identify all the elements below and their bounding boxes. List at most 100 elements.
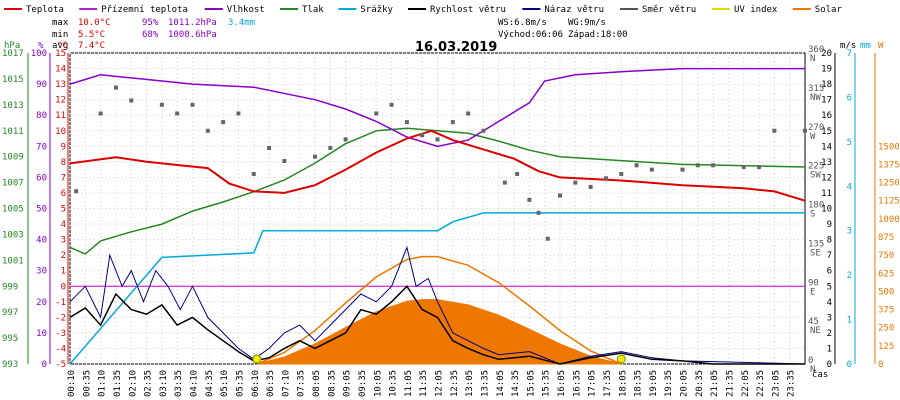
tick-rain: 4 <box>847 182 852 192</box>
x-tick-label: 05:10 <box>220 370 230 397</box>
tick-wind: 5 <box>827 282 832 292</box>
series-direction-point <box>113 85 118 90</box>
tick-rain: 0 <box>847 360 852 370</box>
tick-solar: 875 <box>878 233 894 243</box>
tick-wind: 20 <box>821 49 832 59</box>
tick-dir-lbl: NW <box>810 93 821 103</box>
x-tick-label: 15:05 <box>526 370 536 397</box>
x-tick-label: 02:35 <box>144 370 154 397</box>
tick-dir-lbl: S <box>810 210 815 220</box>
stat-sunrise: Východ:06:06 <box>498 30 563 40</box>
tick-solar: 0 <box>878 360 883 370</box>
legend-label: Srážky <box>360 5 393 15</box>
tick-dir-lbl: W <box>810 132 816 142</box>
tick-rain: 5 <box>847 138 852 148</box>
series-windspeed-line <box>69 285 805 365</box>
tick-temp: -1 <box>55 298 66 308</box>
stat-avg-temp: 7.4°C <box>78 41 105 51</box>
tick-rain: 3 <box>847 227 852 237</box>
tick-temp: -2 <box>55 313 66 323</box>
series-direction-point <box>267 146 272 151</box>
series-direction-point <box>515 171 520 176</box>
tick-rain: 6 <box>847 93 852 103</box>
tick-temp: 4 <box>61 220 66 230</box>
tick-press: 993 <box>2 360 18 370</box>
x-tick-label: 00:10 <box>67 370 77 397</box>
x-tick-label: 01:10 <box>98 370 108 397</box>
axis-unit-press: hPa <box>4 41 20 51</box>
tick-wind: 13 <box>821 158 832 168</box>
stat-max-hum: 95% <box>142 18 159 28</box>
x-tick-label: 04:35 <box>205 370 215 397</box>
tick-hum: 60 <box>36 173 47 183</box>
series-direction-point <box>313 154 317 159</box>
tick-solar: 625 <box>878 269 894 279</box>
x-tick-label: 20:05 <box>680 370 690 397</box>
x-tick-label: 06:35 <box>266 370 276 397</box>
series-direction-point <box>343 137 348 142</box>
tick-wind: 12 <box>821 173 832 183</box>
tick-press: 1017 <box>2 49 24 59</box>
tick-dir-deg: 0 <box>808 356 813 366</box>
series-direction-point <box>757 165 762 170</box>
series-direction-point <box>695 163 700 168</box>
x-tick-label: 13:05 <box>465 370 475 397</box>
legend-label: UV index <box>734 5 778 15</box>
x-tick-label: 22:35 <box>756 370 766 397</box>
series-direction-point <box>98 111 103 116</box>
tick-rain: 7 <box>847 49 852 59</box>
tick-press: 999 <box>2 282 18 292</box>
x-axis-title: čas <box>812 369 828 380</box>
x-tick-label: 17:35 <box>603 370 613 397</box>
x-tick-label: 00:35 <box>82 370 92 397</box>
x-tick-label: 03:35 <box>174 370 184 397</box>
x-tick-label: 08:35 <box>327 370 337 397</box>
tick-temp: 7 <box>61 173 66 183</box>
x-tick-label: 12:35 <box>450 370 460 397</box>
series-direction-point <box>328 146 333 151</box>
x-tick-label: 18:35 <box>634 370 644 397</box>
tick-dir-lbl: SE <box>810 248 821 258</box>
tick-hum: 90 <box>36 80 47 90</box>
series-direction-point <box>536 210 541 215</box>
stat-min-hum: 68% <box>142 30 159 40</box>
tick-hum: 40 <box>36 236 47 246</box>
tick-temp: 6 <box>61 189 66 199</box>
tick-wind: 10 <box>821 205 832 215</box>
tick-temp: 3 <box>61 236 66 246</box>
tick-hum: 100 <box>31 49 47 59</box>
tick-temp: -4 <box>55 344 66 354</box>
tick-press: 1009 <box>2 153 24 163</box>
x-tick-label: 12:05 <box>435 370 445 397</box>
tick-press: 1001 <box>2 256 24 266</box>
tick-dir-deg: 180 <box>808 201 824 211</box>
tick-press: 1015 <box>2 75 24 85</box>
tick-temp: -3 <box>55 329 66 339</box>
stat-max-temp: 10.0°C <box>78 18 111 28</box>
x-tick-label: 10:05 <box>373 370 383 397</box>
tick-press: 1003 <box>2 230 24 240</box>
tick-wind: 4 <box>827 298 832 308</box>
tick-temp: 2 <box>61 251 66 261</box>
x-tick-label: 13:35 <box>480 370 490 397</box>
tick-temp: 13 <box>55 80 66 90</box>
series-direction-point <box>389 102 394 107</box>
series-direction-point <box>205 128 210 133</box>
series-direction-point <box>573 180 578 185</box>
x-tick-label: 16:35 <box>572 370 582 397</box>
series-direction-point <box>558 193 562 198</box>
uv-marker <box>616 354 626 364</box>
x-tick-label: 17:05 <box>588 370 598 397</box>
tick-press: 1011 <box>2 127 24 137</box>
series-direction-point <box>502 180 507 185</box>
stat-wg: WG:9m/s <box>568 18 606 28</box>
tick-hum: 30 <box>36 267 47 277</box>
tick-wind: 17 <box>821 96 832 106</box>
tick-wind: 15 <box>821 127 832 137</box>
stat-max-label: max <box>52 18 69 28</box>
x-tick-label: 22:05 <box>741 370 751 397</box>
legend-label: Tlak <box>302 5 324 15</box>
tick-dir-deg: 90 <box>808 278 819 288</box>
tick-temp: 10 <box>55 127 66 137</box>
x-tick-label: 23:35 <box>787 370 797 397</box>
